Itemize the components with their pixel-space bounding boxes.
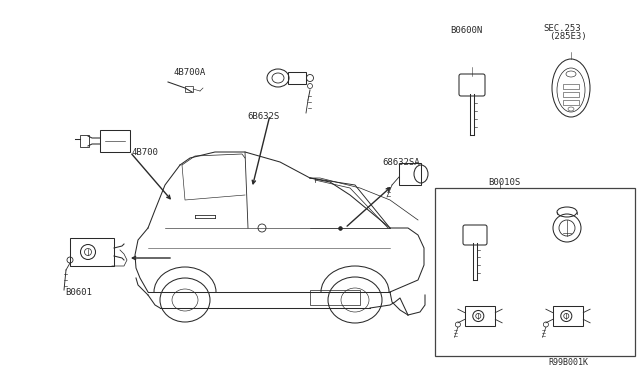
Bar — [185, 86, 193, 92]
Bar — [553, 306, 583, 326]
Bar — [563, 92, 579, 97]
Text: 68632SA: 68632SA — [382, 158, 420, 167]
Text: 6B632S: 6B632S — [247, 112, 279, 121]
Bar — [288, 72, 306, 84]
Text: (285E3): (285E3) — [549, 32, 587, 41]
Bar — [70, 238, 114, 266]
Bar — [435, 188, 635, 356]
Bar — [399, 163, 421, 185]
Text: B0600N: B0600N — [450, 26, 483, 35]
Text: 4B700: 4B700 — [132, 148, 159, 157]
Bar — [80, 135, 89, 147]
Bar — [563, 84, 579, 89]
Bar — [310, 290, 360, 305]
Bar — [465, 306, 495, 326]
Text: SEC.253: SEC.253 — [543, 24, 580, 33]
Bar — [100, 130, 130, 152]
Text: B0601: B0601 — [65, 288, 92, 297]
Text: B0010S: B0010S — [488, 178, 520, 187]
Bar — [563, 100, 579, 105]
Text: 4B700A: 4B700A — [173, 68, 205, 77]
Text: R99B001K: R99B001K — [548, 358, 588, 367]
